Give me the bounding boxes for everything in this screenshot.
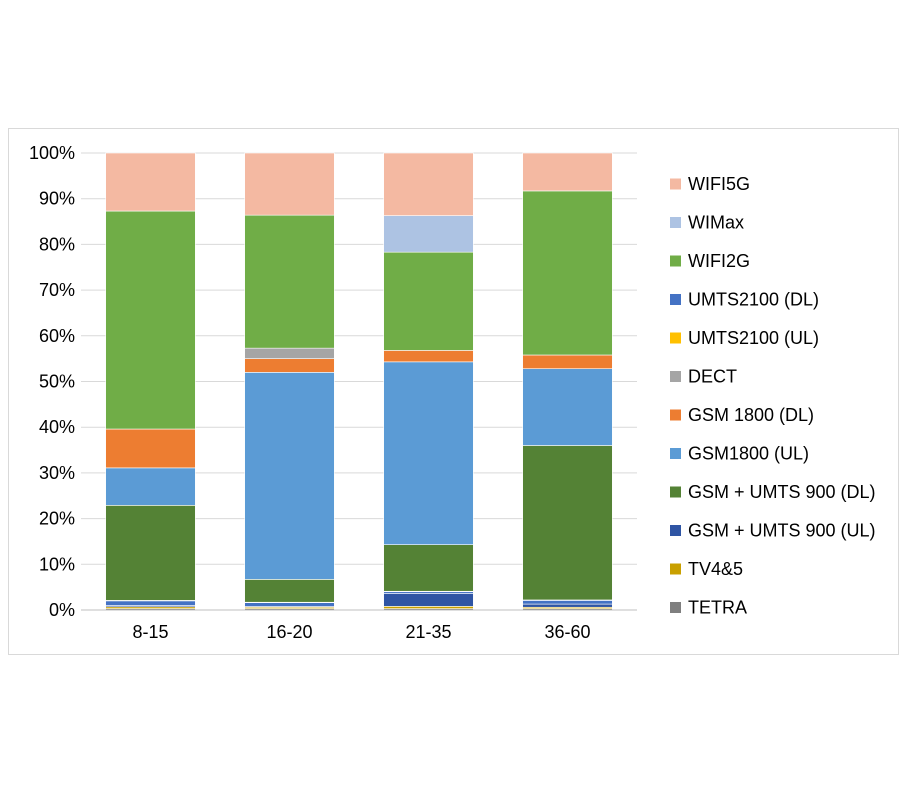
bar-segment bbox=[522, 603, 613, 608]
legend-swatch bbox=[670, 602, 681, 613]
x-tick-label: 36-60 bbox=[544, 622, 590, 642]
bar-segment bbox=[383, 544, 474, 592]
bar-segment bbox=[383, 350, 474, 363]
legend-swatch bbox=[670, 371, 681, 382]
y-tick-label: 80% bbox=[39, 234, 75, 254]
axes: 0% 10% 20% 30% 40% 50% 60% 70% 80% 90% 100% 8-15 16-… bbox=[29, 143, 637, 642]
bar-segment bbox=[522, 368, 613, 446]
legend-swatch bbox=[670, 448, 681, 459]
bar-segment bbox=[522, 190, 613, 356]
legend-swatch bbox=[670, 332, 681, 344]
chart-frame: 0% 10% 20% 30% 40% 50% 60% 70% 80% 90% 100% 8-15 16-… bbox=[8, 128, 899, 655]
y-tick-label: 30% bbox=[39, 463, 75, 483]
stacked-bar-chart: 0% 10% 20% 30% 40% 50% 60% 70% 80% 90% 100% 8-15 16-… bbox=[29, 143, 876, 642]
legend-swatch bbox=[670, 486, 681, 498]
y-tick-label: 20% bbox=[39, 509, 75, 529]
bar-segment bbox=[244, 358, 335, 373]
bar-segment bbox=[105, 600, 196, 606]
bar-segment bbox=[244, 347, 335, 359]
x-tick-label: 16-20 bbox=[266, 622, 312, 642]
legend-swatch bbox=[670, 409, 681, 421]
bar-segment bbox=[522, 354, 613, 370]
bar-segment bbox=[383, 152, 474, 216]
bar-segment bbox=[244, 579, 335, 603]
bar-segment bbox=[522, 152, 613, 192]
bar-segment bbox=[383, 361, 474, 545]
legend-label: GSM + UMTS 900 (UL) bbox=[688, 521, 876, 541]
bar-segment bbox=[105, 152, 196, 212]
y-tick-label: 100% bbox=[29, 143, 75, 163]
bar-segment bbox=[105, 428, 196, 469]
legend-swatch bbox=[670, 525, 681, 536]
legend-label: WIFI5G bbox=[688, 174, 750, 194]
y-tick-label: 90% bbox=[39, 189, 75, 209]
legend-label: TV4&5 bbox=[688, 559, 743, 579]
legend-swatch bbox=[670, 217, 681, 228]
bar-segment bbox=[522, 445, 613, 601]
legend-label: WIFI2G bbox=[688, 251, 750, 271]
bar-segment bbox=[244, 602, 335, 607]
y-tick-label: 10% bbox=[39, 554, 75, 574]
bar-segment bbox=[105, 505, 196, 601]
x-tick-label: 21-35 bbox=[405, 622, 451, 642]
legend-swatch bbox=[670, 294, 681, 305]
bar-segment bbox=[383, 593, 474, 607]
legend-swatch bbox=[670, 563, 681, 575]
bar-segment bbox=[105, 467, 196, 506]
legend-swatch bbox=[670, 178, 681, 190]
legend-label: WIMax bbox=[688, 213, 744, 233]
legend-swatch bbox=[670, 255, 681, 267]
legend-label: UMTS2100 (UL) bbox=[688, 328, 819, 348]
legend-label: GSM1800 (UL) bbox=[688, 444, 809, 464]
legend-label: UMTS2100 (DL) bbox=[688, 290, 819, 310]
legend: WIFI5G WIMax WIFI2G UMTS2100 (DL) UMTS2100 (… bbox=[670, 174, 876, 618]
y-tick-label: 40% bbox=[39, 417, 75, 437]
x-tick-label: 8-15 bbox=[132, 622, 168, 642]
bar-segment bbox=[383, 606, 474, 609]
y-tick-label: 70% bbox=[39, 280, 75, 300]
bar-segment bbox=[244, 372, 335, 580]
bar-segment bbox=[383, 215, 474, 253]
legend-label: GSM 1800 (DL) bbox=[688, 405, 814, 425]
bar-segment bbox=[105, 210, 196, 430]
bar-segment bbox=[244, 214, 335, 349]
legend-label: TETRA bbox=[688, 598, 747, 618]
bar-segment bbox=[522, 600, 613, 605]
y-tick-label: 50% bbox=[39, 372, 75, 392]
bar-segment bbox=[244, 152, 335, 216]
legend-label: GSM + UMTS 900 (DL) bbox=[688, 482, 876, 502]
bars bbox=[105, 152, 613, 611]
y-tick-label: 60% bbox=[39, 326, 75, 346]
legend-label: DECT bbox=[688, 367, 737, 387]
bar-segment bbox=[383, 251, 474, 351]
y-tick-label: 0% bbox=[49, 600, 75, 620]
